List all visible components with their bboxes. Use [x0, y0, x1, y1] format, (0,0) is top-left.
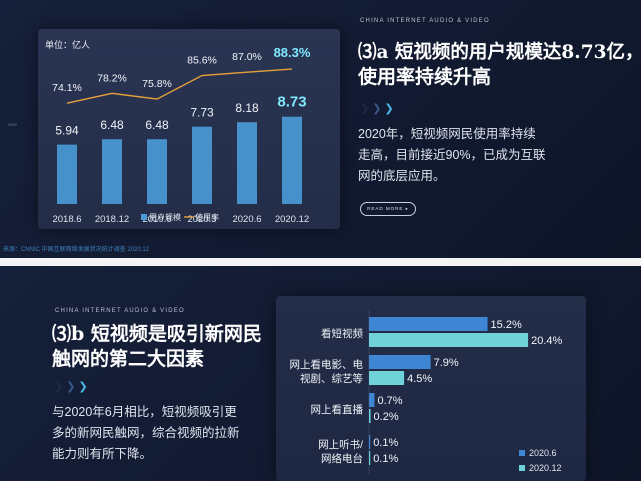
- bar-value-label: 7.9%: [434, 357, 459, 369]
- legend-swatch: [519, 465, 525, 471]
- body-line: 与2020年6月相比，短视频吸引更: [52, 405, 237, 419]
- usage-rate-label: 87.0%: [232, 51, 262, 63]
- read-more-button[interactable]: READ MORE ▸: [360, 202, 416, 216]
- bar-value-label: 6.48: [145, 118, 169, 132]
- bar-user-scale: [147, 139, 167, 204]
- body-line: 2020年，短视频网民使用率持续: [358, 127, 536, 141]
- bar-user-scale: [237, 122, 257, 204]
- bar-value-label: 7.73: [190, 106, 214, 120]
- bar-2020.12: [369, 371, 405, 385]
- eyebrow-label: CHINA INTERNET AUDIO & VIDEO: [55, 308, 185, 314]
- bar-2020.6: [369, 355, 431, 369]
- bar-value-label: 0.7%: [377, 395, 402, 407]
- usage-rate-label: 78.2%: [97, 72, 127, 84]
- heading-line: ⑶a 短视频的用户规模达8.73亿，: [358, 42, 641, 63]
- bar-2020.12: [369, 333, 529, 347]
- usage-rate-label: 88.3%: [274, 45, 311, 60]
- bar-2020.12: [369, 409, 371, 423]
- x-tick-label: 2020.6: [232, 214, 261, 225]
- body-line: 多的新网民触网，综合视频的拉新: [52, 426, 240, 440]
- new-user-reasons-chart: 看短视频 15.2% 20.4% 网上看电影、电视剧、综艺等 7.9%4.5% 网上看直播…: [290, 310, 563, 474]
- body-line: 走高，目前接近90%，已成为互联: [358, 148, 546, 162]
- slide-divider: [0, 258, 641, 266]
- legend-label: 用户规模: [149, 212, 181, 222]
- bar-user-scale: [57, 144, 77, 204]
- unit-label: 单位：亿人: [45, 39, 90, 50]
- usage-rate-label: 74.1%: [52, 82, 82, 94]
- slide-b: CHINA INTERNET AUDIO & VIDEO ⑶b 短视频是吸引新网…: [0, 266, 641, 481]
- bar-2020.6: [369, 317, 488, 331]
- bar-value-label: 5.94: [55, 124, 79, 138]
- usage-rate-label: 85.6%: [187, 55, 217, 67]
- user-scale-chart: 单位：亿人 5.94 2018.6 6.48 2018.12 6.48 2019.6 7.73…: [45, 39, 311, 225]
- bar-2020.6: [369, 435, 371, 449]
- bar-user-scale: [102, 139, 122, 204]
- dots-decoration: ❯❯❯: [360, 103, 397, 115]
- x-tick-label: 2019.6: [142, 214, 171, 225]
- chart-card-new-users: 看短视频 15.2% 20.4% 网上看电影、电 视剧、综艺等 7.9% 4.5% 网上看直播…: [276, 296, 586, 481]
- bar-value-label: 0.1%: [373, 437, 398, 449]
- heading-line: 触网的第二大因素: [52, 348, 205, 370]
- usage-rate-line: [66, 68, 293, 104]
- bar-value-label: 8.18: [235, 101, 259, 115]
- category-label: 视剧、综艺等: [300, 372, 363, 385]
- dots-decoration: ❯❯❯: [54, 381, 91, 393]
- side-mark: ■■■: [8, 122, 18, 128]
- category-label: 网上看直播: [311, 403, 364, 416]
- category-label: 网上看电影、电: [290, 358, 364, 371]
- x-tick-label: 2018.12: [95, 214, 129, 225]
- legend-swatch: [519, 450, 525, 456]
- bar-value-label: 6.48: [100, 118, 124, 132]
- x-tick-label: 2018.6: [52, 214, 81, 225]
- bar-value-label: 15.2%: [491, 319, 522, 331]
- usage-rate-label: 75.8%: [142, 78, 172, 90]
- body-line: 能力则有所下降。: [52, 447, 153, 461]
- category-label: 网络电台: [321, 452, 363, 465]
- bar-value-label: 20.4%: [531, 335, 562, 347]
- legend-label: 使用率: [195, 212, 219, 222]
- legend-label: 2020.6: [529, 448, 557, 458]
- source-note: 来源：CNNIC 中国互联网络发展状况统计调查 2020.12: [3, 247, 150, 253]
- bar-2020.6: [369, 393, 375, 407]
- slide-a-body: 2020年，短视频网民使用率持续 走高，目前接近90%，已成为互联 网的底层应用…: [358, 124, 598, 187]
- bar-value-label: 0.2%: [374, 411, 399, 423]
- chart-card-user-scale: 单位：亿人 5.94 2018.6 6.48 2018.12 6.48 2019.6 7.73…: [38, 29, 340, 229]
- bar-value-label: 4.5%: [407, 373, 432, 385]
- slide-a-heading: ⑶a 短视频的用户规模达8.73亿， 使用率持续升高: [358, 40, 641, 90]
- category-label: 看短视频: [321, 327, 363, 340]
- bar-2020.12: [369, 451, 371, 465]
- heading-line: ⑶b 短视频是吸引新网民: [52, 323, 262, 345]
- bar-user-scale: [192, 126, 212, 204]
- slide-b-heading: ⑶b 短视频是吸引新网民 触网的第二大因素: [52, 322, 272, 372]
- x-tick-label: 2020.3: [187, 214, 216, 225]
- eyebrow-label: CHINA INTERNET AUDIO & VIDEO: [360, 18, 490, 24]
- slide-a: ■■■ 单位：亿人 5.94 2018.6 6.48 2018.12 6.48 2019.6…: [0, 0, 641, 258]
- bar-value-label: 8.73: [277, 94, 306, 111]
- heading-line: 使用率持续升高: [358, 66, 492, 88]
- legend-label: 2020.12: [529, 463, 562, 473]
- legend-swatch-bar: [141, 214, 147, 220]
- x-tick-label: 2020.12: [275, 214, 309, 225]
- bar-value-label: 0.1%: [373, 453, 398, 465]
- slide-b-body: 与2020年6月相比，短视频吸引更 多的新网民触网，综合视频的拉新 能力则有所下…: [52, 402, 267, 465]
- bar-user-scale: [282, 116, 302, 204]
- category-label: 网上听书/: [318, 439, 363, 451]
- body-line: 网的底层应用。: [358, 169, 446, 183]
